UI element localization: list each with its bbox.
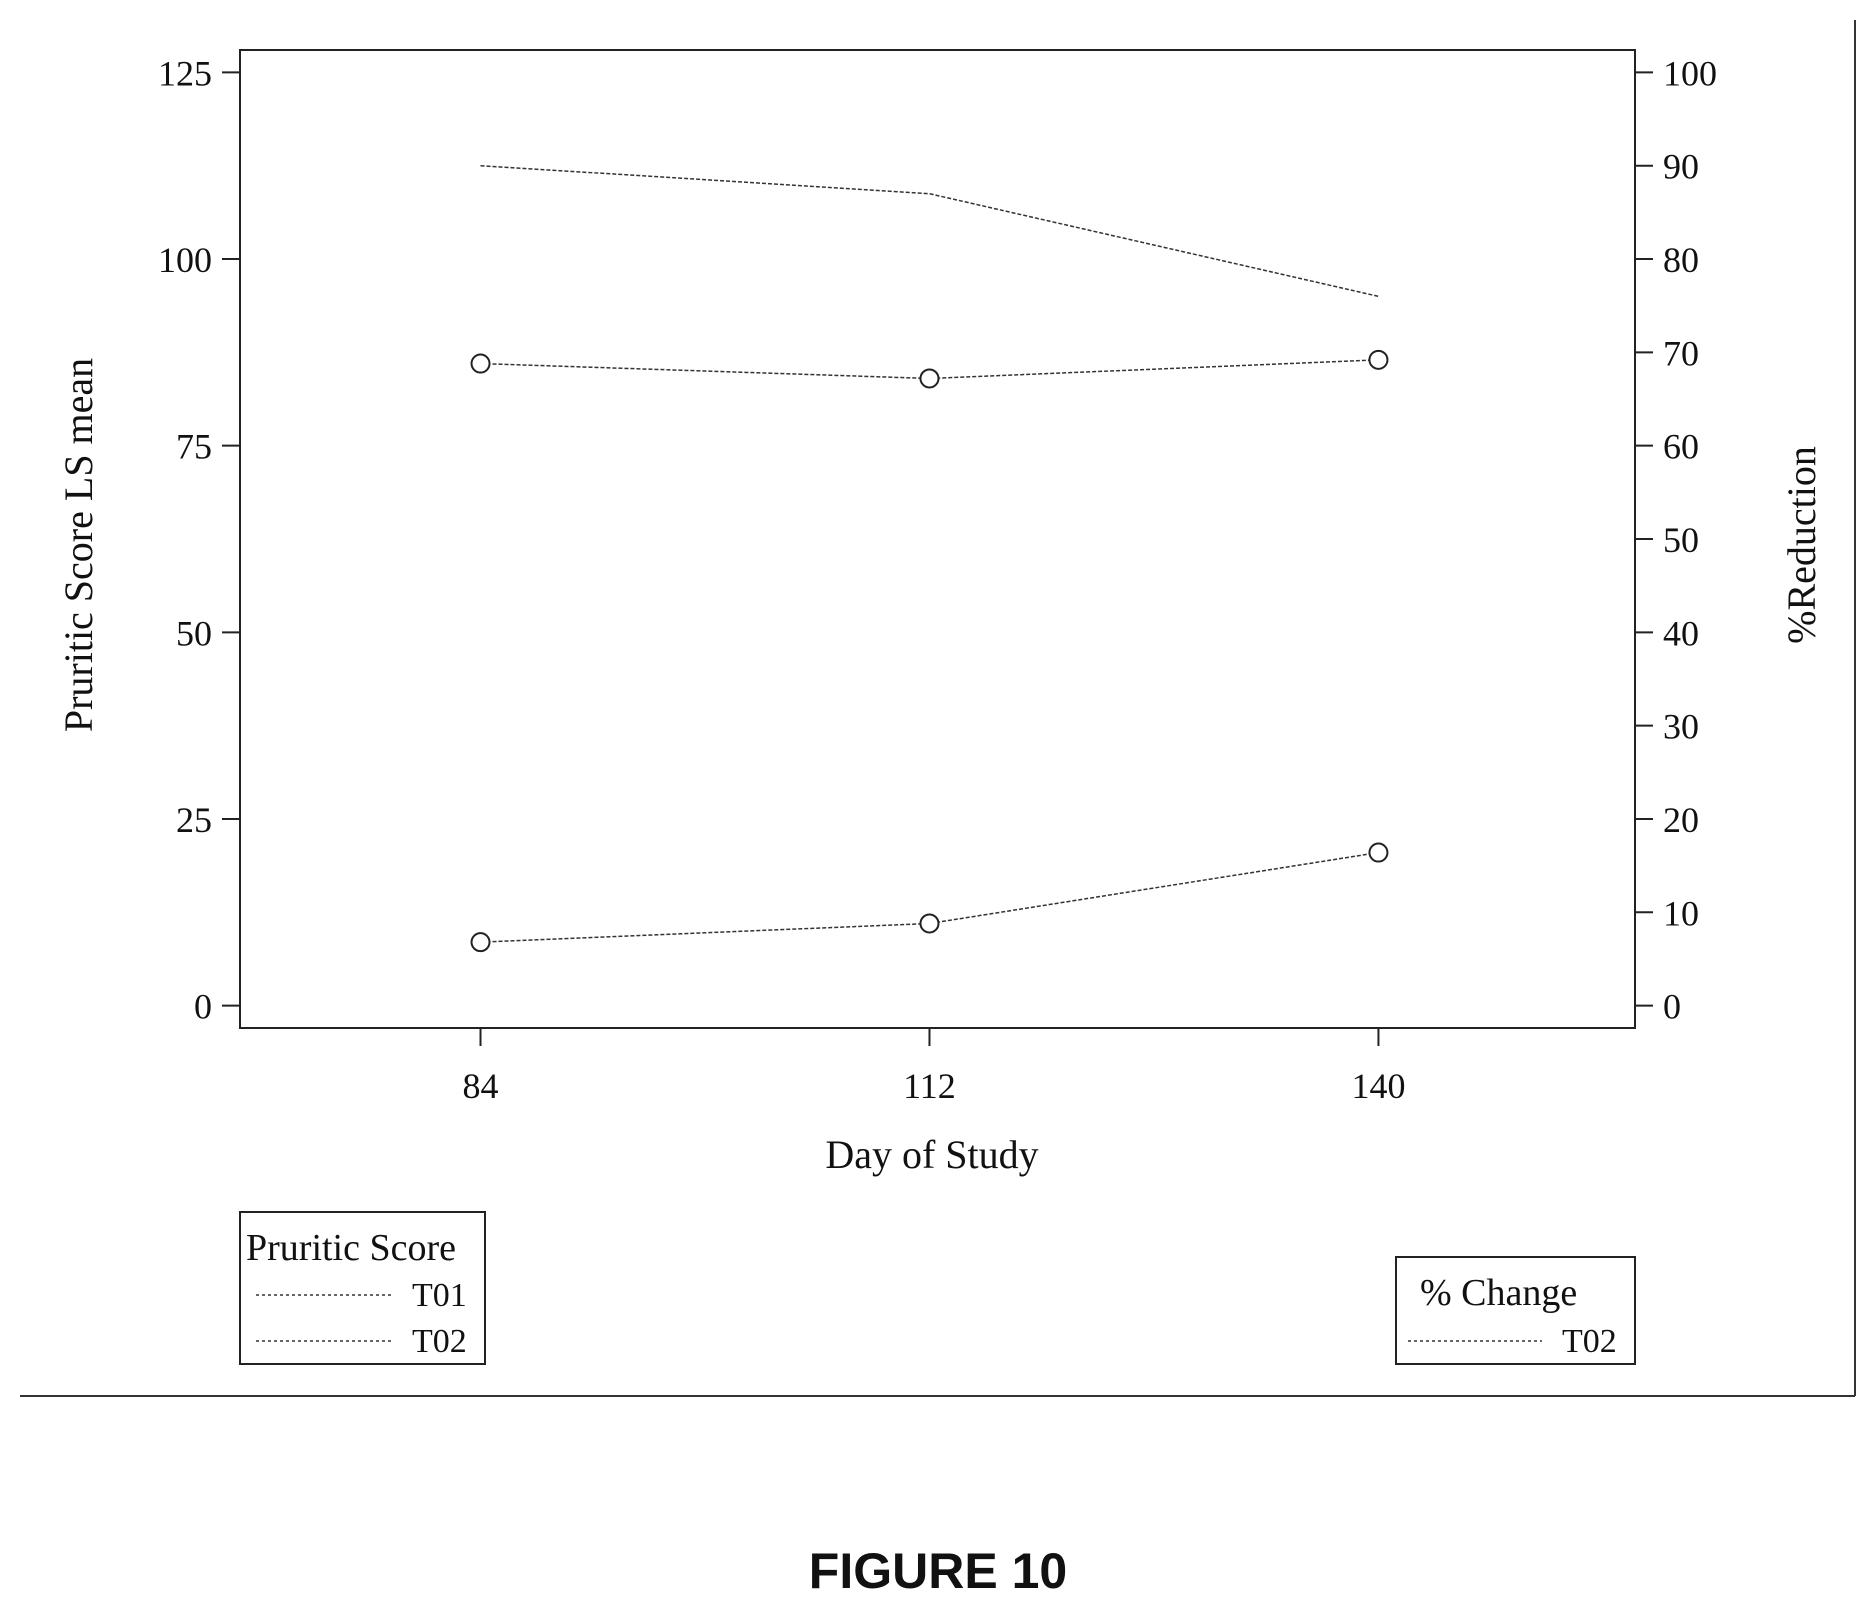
legend-percent-change: % Change T02 <box>1395 1256 1636 1365</box>
y-tick-label: 50 <box>176 613 212 653</box>
y2-tick-label: 30 <box>1663 707 1699 747</box>
x-tick-label: 112 <box>903 1066 956 1106</box>
series-t01-pruritic-score-point <box>1368 349 1389 370</box>
y2-tick-label: 100 <box>1663 53 1717 93</box>
series-t02-pruritic-score-point <box>1368 842 1389 863</box>
x-axis: 84 112 140 <box>463 1028 1405 1106</box>
y2-tick-label: 90 <box>1663 147 1699 187</box>
y2-tick-label: 80 <box>1663 240 1699 280</box>
series-layer <box>470 164 1389 953</box>
legend-box <box>1395 1256 1636 1365</box>
legend-title: Pruritic Score <box>246 1227 456 1269</box>
x-tick-label: 140 <box>1351 1066 1405 1106</box>
y2-tick-label: 70 <box>1663 333 1699 373</box>
series-t02-pruritic-score-line <box>480 851 1379 943</box>
legend-entry-t02-change: T02 <box>1562 1323 1617 1360</box>
y-tick-label: 100 <box>158 240 212 280</box>
series-t01-pruritic-score-point <box>470 353 491 374</box>
y-tick-label: 25 <box>176 800 212 840</box>
plot-area <box>239 49 1636 1029</box>
legend-entry-t02: T02 <box>412 1323 467 1360</box>
y2-tick-label: 60 <box>1663 427 1699 467</box>
series-t02-percent-change-line <box>480 164 1379 298</box>
legend-title: % Change <box>1420 1272 1577 1314</box>
y2-tick-label: 10 <box>1663 893 1699 933</box>
y2-tick-label: 0 <box>1663 987 1681 1027</box>
legend-box <box>239 1211 486 1365</box>
y-tick-label: 0 <box>194 987 212 1027</box>
y2-tick-label: 50 <box>1663 520 1699 560</box>
series-t02-pruritic-score-point <box>919 913 940 934</box>
legend-pruritic-score: Pruritic Score T01 T02 <box>239 1211 486 1365</box>
legend-entry-t01: T01 <box>412 1277 467 1314</box>
y-tick-label: 75 <box>176 427 212 467</box>
figure-caption: FIGURE 10 <box>809 1543 1067 1599</box>
x-axis-title: Day of Study <box>825 1132 1038 1177</box>
y-tick-label: 125 <box>158 53 212 93</box>
y2-tick-label: 20 <box>1663 800 1699 840</box>
y-axis-title: Pruritic Score LS mean <box>56 358 101 732</box>
x-tick-label: 84 <box>463 1066 499 1106</box>
y2-axis-title: %Reduction <box>1779 446 1824 644</box>
series-t01-pruritic-score-point <box>919 368 940 389</box>
series-t02-pruritic-score-point <box>470 932 491 953</box>
y-axis-right: 0 10 20 30 40 50 60 70 80 90 100 <box>1635 53 1717 1027</box>
y-axis-left: 0 25 50 75 100 125 <box>158 53 240 1027</box>
y2-tick-label: 40 <box>1663 613 1699 653</box>
